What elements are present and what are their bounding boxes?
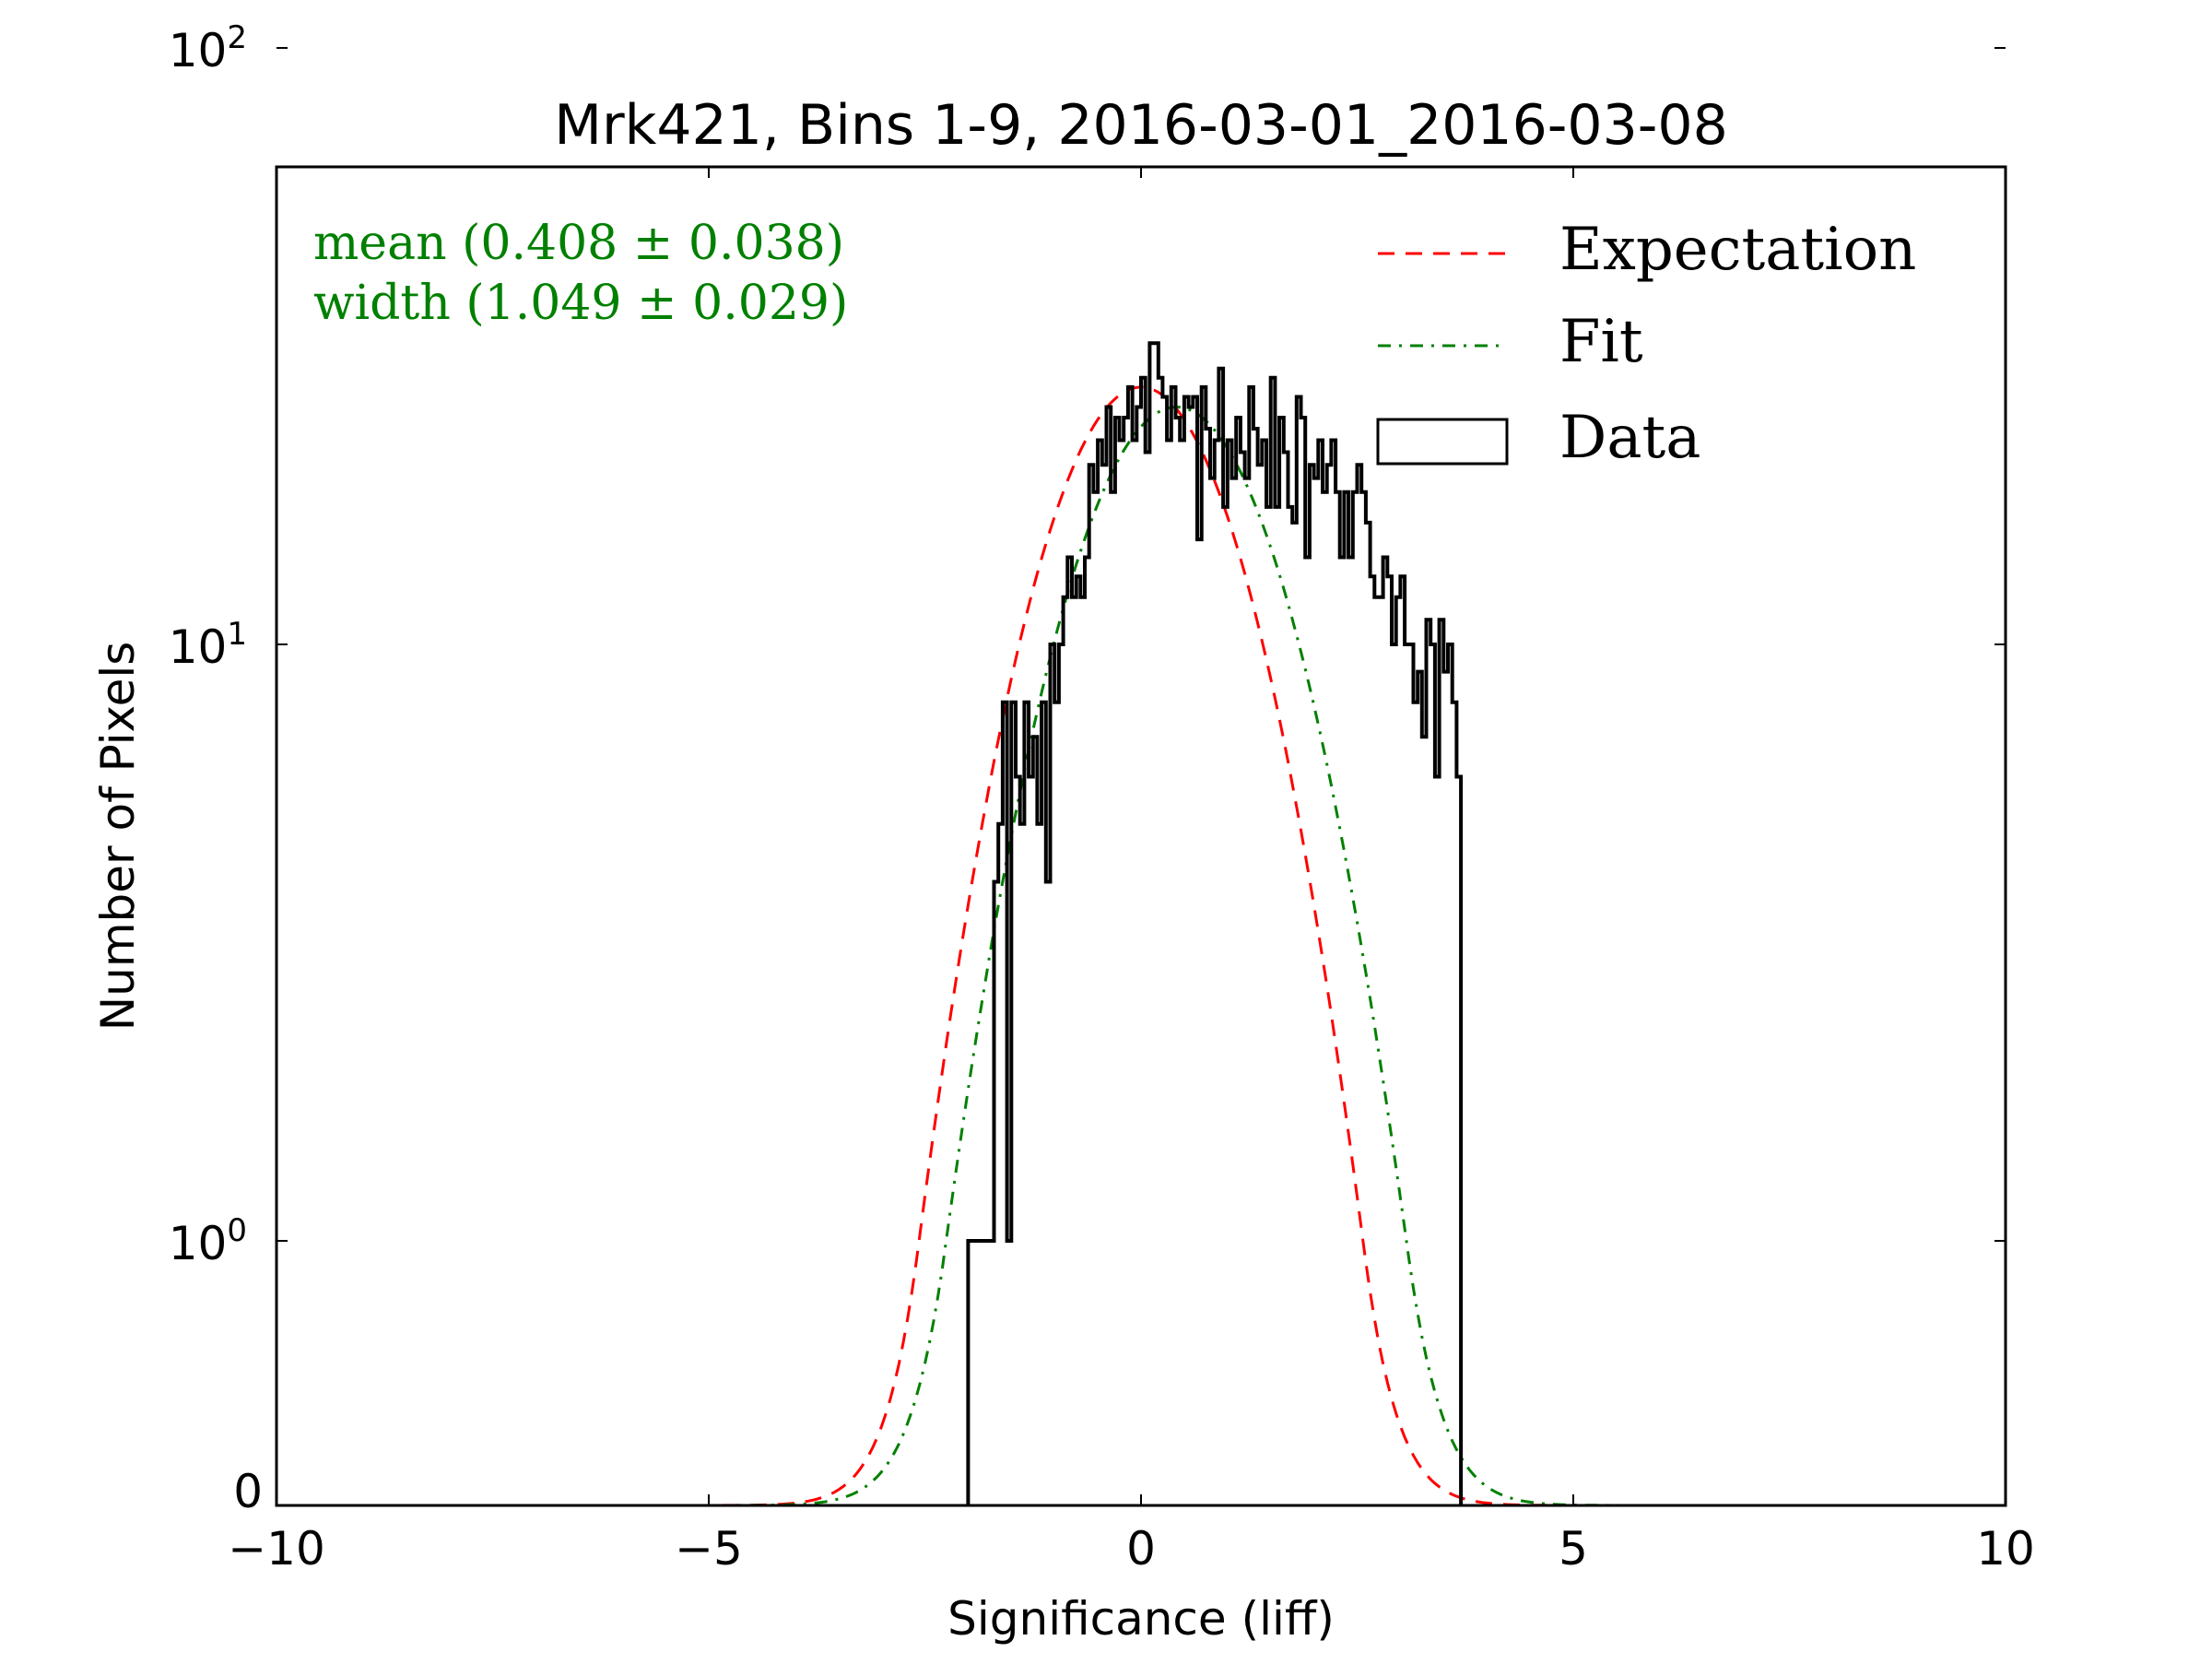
chart-title: Mrk421, Bins 1-9, 2016-03-01_2016-03-08: [554, 93, 1728, 158]
y-tick-label: 100: [169, 1212, 247, 1270]
y-tick-label: 0: [233, 1465, 263, 1518]
fit-mean-annotation: mean (0.408 ± 0.038): [313, 216, 844, 271]
x-tick-label: 0: [1126, 1522, 1156, 1575]
x-tick-label: 10: [1976, 1522, 2035, 1575]
y-tick-label: 101: [169, 616, 247, 674]
y-tick-label: 102: [169, 19, 247, 77]
legend-data-label: Data: [1559, 404, 1700, 472]
legend-expectation-label: Expectation: [1559, 216, 1916, 284]
x-axis-label: Significance (liff): [947, 1592, 1335, 1646]
legend-fit-label: Fit: [1559, 308, 1643, 376]
legend-data-swatch: [1376, 418, 1509, 466]
y-axis-label: Number of Pixels: [91, 642, 145, 1032]
x-tick-label: −10: [228, 1522, 325, 1575]
fit-width-annotation: width (1.049 ± 0.029): [313, 276, 848, 331]
legend: Expectation Fit Data: [1376, 216, 1916, 472]
x-tick-label: −5: [675, 1522, 743, 1575]
x-tick-label: 5: [1559, 1522, 1588, 1575]
data-histogram: [966, 341, 1464, 1505]
